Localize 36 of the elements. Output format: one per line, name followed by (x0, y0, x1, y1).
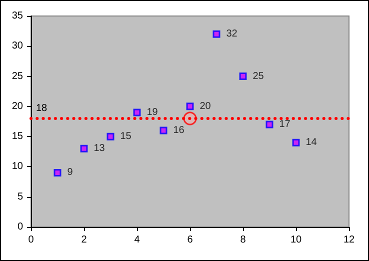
y-tick-label: 20 (12, 100, 24, 112)
data-label: 9 (67, 167, 74, 178)
ref-line-label: 18 (36, 102, 48, 114)
x-tick-label: 4 (134, 234, 140, 246)
data-label: 19 (146, 106, 158, 118)
x-tick-label: 12 (343, 234, 355, 246)
y-tick-label: 15 (12, 131, 24, 142)
y-tick-label: 25 (12, 70, 24, 82)
y-tick-label: 35 (12, 10, 24, 22)
x-tick-label: 6 (187, 234, 194, 246)
data-label: 13 (94, 143, 106, 154)
y-tick-label: 30 (12, 40, 24, 52)
data-label: 32 (226, 28, 238, 40)
point (186, 102, 194, 110)
data-label: 17 (279, 119, 291, 130)
data-label: 16 (173, 125, 185, 136)
point (80, 144, 88, 152)
point (160, 126, 168, 134)
x-tick-label: 0 (28, 234, 34, 246)
y-tick-label: 0 (17, 222, 24, 232)
point (266, 120, 274, 128)
x-tick-label: 10 (290, 234, 302, 246)
data-label: 14 (306, 137, 318, 148)
point (106, 132, 114, 140)
x-tick-label: 8 (240, 234, 246, 246)
point (292, 138, 300, 146)
data-label: 25 (252, 70, 264, 82)
data-label: 20 (200, 100, 212, 112)
point (133, 108, 141, 116)
point (54, 168, 62, 176)
y-tick-label: 5 (17, 191, 24, 202)
point (212, 30, 220, 38)
point (239, 72, 247, 80)
data-label: 15 (120, 131, 132, 142)
y-tick-label: 10 (12, 161, 24, 172)
x-tick-label: 2 (81, 234, 88, 246)
